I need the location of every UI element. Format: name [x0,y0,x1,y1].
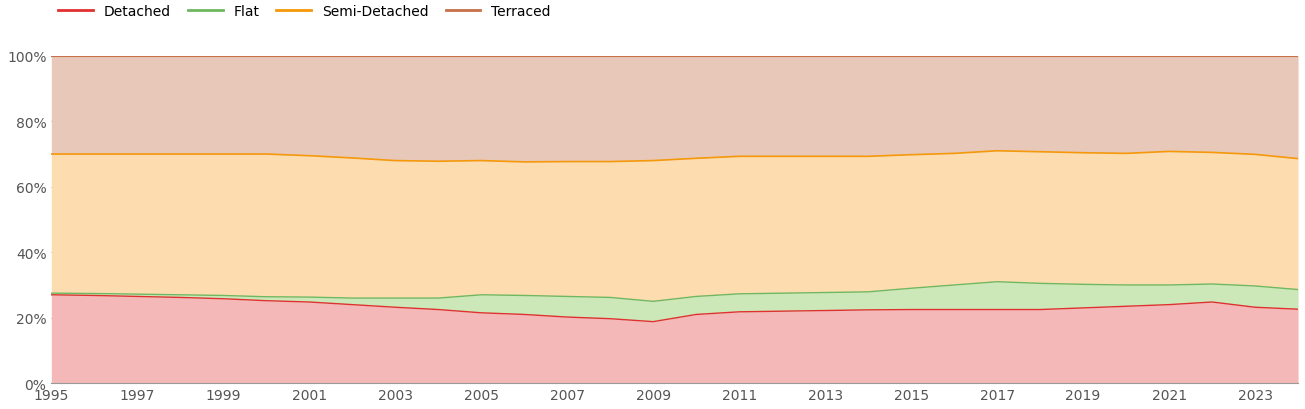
Legend: Detached, Flat, Semi-Detached, Terraced: Detached, Flat, Semi-Detached, Terraced [59,5,551,19]
